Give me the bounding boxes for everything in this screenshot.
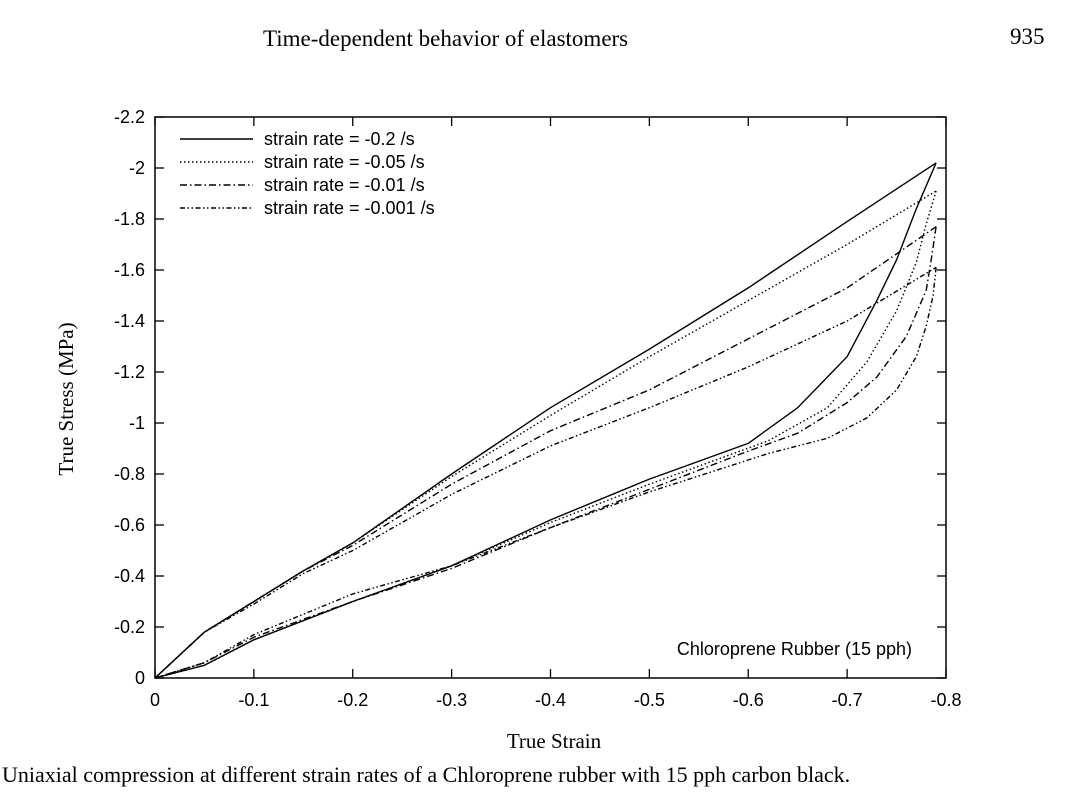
series-4-unloading-line bbox=[154, 267, 937, 679]
x-tick-label: -0.6 bbox=[733, 690, 764, 710]
legend-label: strain rate = -0.2 /s bbox=[264, 129, 415, 149]
y-tick-label: -1.6 bbox=[114, 260, 145, 280]
x-tick-label: -0.1 bbox=[238, 690, 269, 710]
y-axis-label: True Stress (MPa) bbox=[54, 322, 78, 475]
legend-label: strain rate = -0.001 /s bbox=[264, 198, 435, 218]
y-tick-label: -1.8 bbox=[114, 209, 145, 229]
running-title: Time-dependent behavior of elastomers bbox=[263, 26, 629, 51]
y-tick-label: -1.4 bbox=[114, 311, 145, 331]
y-tick-label: 0 bbox=[135, 668, 145, 688]
legend-label: strain rate = -0.01 /s bbox=[264, 175, 425, 195]
series-3-loading-line bbox=[154, 226, 937, 679]
x-tick-label: -0.7 bbox=[832, 690, 863, 710]
y-tick-label: -0.8 bbox=[114, 464, 145, 484]
x-tick-label: -0.8 bbox=[930, 690, 961, 710]
y-tick-label: -0.4 bbox=[114, 566, 145, 586]
x-tick-label: -0.4 bbox=[535, 690, 566, 710]
y-tick-label: -1 bbox=[129, 413, 145, 433]
series-3-unloading-line bbox=[154, 226, 937, 679]
figure-caption: Uniaxial compression at different strain… bbox=[2, 762, 851, 787]
series-2 bbox=[154, 190, 937, 679]
x-tick-label: 0 bbox=[150, 690, 160, 710]
page-number: 935 bbox=[1010, 24, 1045, 49]
x-tick-label: -0.5 bbox=[634, 690, 665, 710]
y-tick-label: -0.2 bbox=[114, 617, 145, 637]
series-4-loading-line bbox=[154, 266, 937, 679]
legend-label: strain rate = -0.05 /s bbox=[264, 152, 425, 172]
y-tick-label: -2 bbox=[129, 158, 145, 178]
x-axis-label: True Strain bbox=[507, 729, 602, 753]
y-tick-label: -1.2 bbox=[114, 362, 145, 382]
y-tick-label: -0.6 bbox=[114, 515, 145, 535]
series-2-loading-line bbox=[154, 190, 937, 679]
stress-strain-chart: 0 -0.1 -0.2 -0.3 -0.4 -0.5 -0.6 -0.7 -0.8 0 -0.2 -0… bbox=[54, 107, 962, 753]
series-3 bbox=[154, 226, 937, 679]
x-tick-label: -0.3 bbox=[436, 690, 467, 710]
x-tick-label: -0.2 bbox=[337, 690, 368, 710]
chart-annotation: Chloroprene Rubber (15 pph) bbox=[677, 639, 912, 659]
y-tick-label: -2.2 bbox=[114, 107, 145, 127]
series-4 bbox=[154, 266, 937, 679]
series-2-unloading-line bbox=[154, 190, 937, 679]
series-1-unloading-line bbox=[154, 162, 937, 679]
